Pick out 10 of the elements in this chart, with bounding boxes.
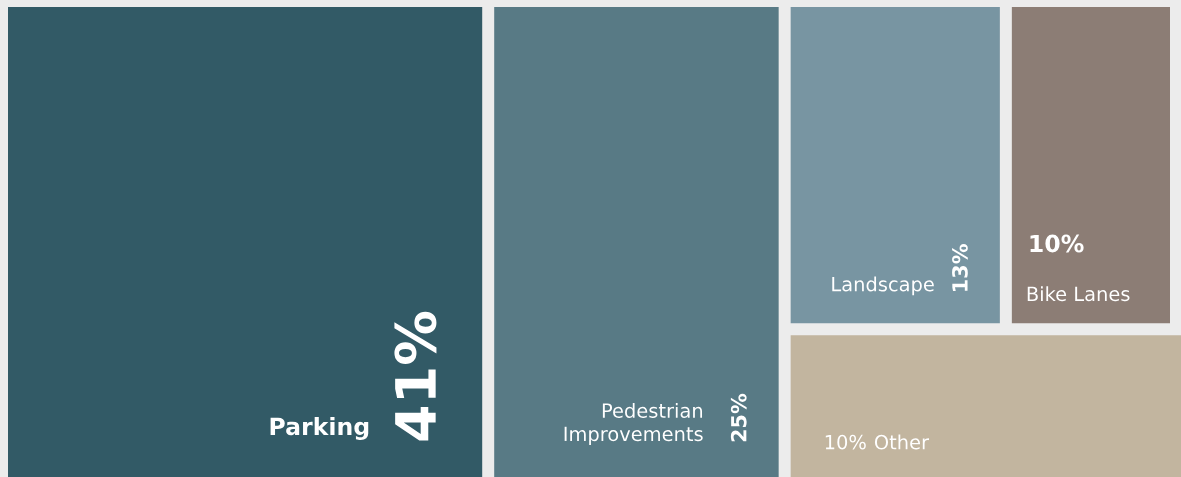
category-label: Landscape — [832, 276, 934, 296]
category-label: Other — [874, 434, 930, 450]
data-label: 10% — [1030, 234, 1084, 253]
category-label: Pedestrian Improvements — [564, 402, 703, 445]
data-label: 25% — [730, 393, 747, 442]
category-label: Bike Lanes — [1027, 286, 1130, 302]
data-label: 13% — [952, 244, 968, 291]
category-label: Parking — [270, 416, 369, 440]
data-label: 41% — [394, 311, 437, 441]
data-label: 10% — [825, 434, 866, 450]
